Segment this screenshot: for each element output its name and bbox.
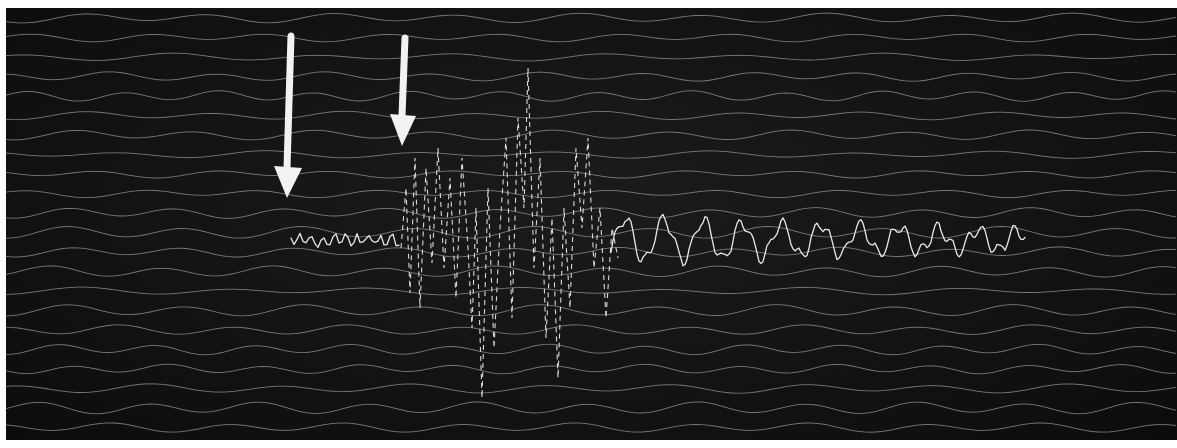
main-shock-trace (400, 67, 619, 399)
background-trace-line (6, 71, 1177, 82)
background-trace-line (6, 170, 1177, 179)
background-trace-line (6, 422, 1177, 433)
coda-trace (610, 213, 1026, 267)
seismogram-frame (6, 8, 1177, 440)
background-trace-line (6, 383, 1177, 394)
background-trace-line (6, 52, 1177, 62)
earthquake-signal (290, 67, 1026, 399)
background-trace-line (6, 363, 1177, 375)
background-trace-line (6, 90, 1177, 102)
background-trace-line (6, 129, 1177, 141)
second-arrival-arrow-icon (390, 34, 416, 146)
background-traces (6, 12, 1177, 433)
background-trace-line (6, 286, 1177, 296)
background-trace-line (6, 33, 1177, 43)
background-trace-line (6, 246, 1177, 258)
background-trace-line (6, 304, 1177, 317)
background-trace-line (6, 401, 1177, 415)
background-trace-line (6, 226, 1177, 239)
pre-arrival-trace (290, 232, 400, 249)
background-trace-line (6, 12, 1177, 24)
background-trace-line (6, 343, 1177, 356)
background-trace-line (6, 324, 1177, 335)
seismogram-canvas (6, 12, 1177, 433)
first-arrival-arrow-icon (274, 32, 302, 198)
background-trace-line (6, 265, 1177, 278)
background-trace-line (6, 110, 1177, 121)
background-trace-line (6, 150, 1177, 159)
